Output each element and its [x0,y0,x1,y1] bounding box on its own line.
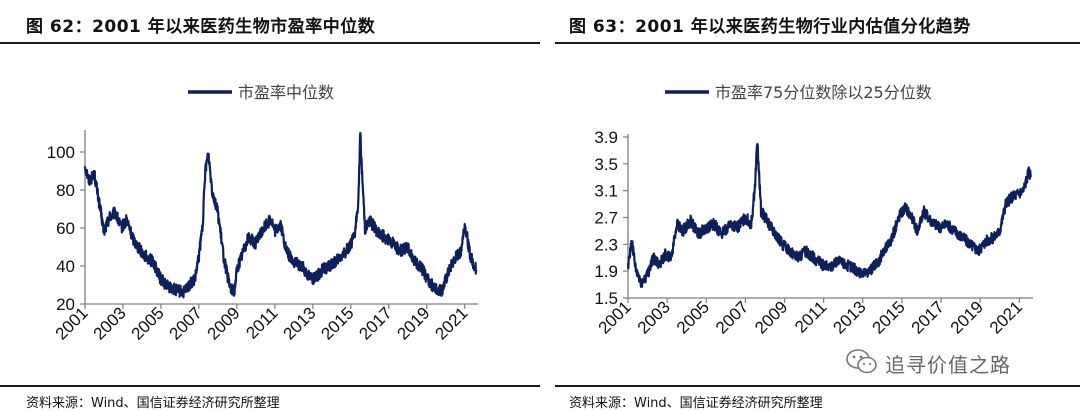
figure-title-bar: 图 62：2001 年以来医药生物市盈率中位数 [0,2,540,44]
chart-panel-right: 图 63：2001 年以来医药生物行业内估值分化趋势 市盈率75分位数除以25分… [555,0,1080,411]
y-tick-label: 80 [56,181,75,200]
x-tick-label: 2021 [431,303,471,343]
x-tick-label: 2007 [166,303,206,343]
x-tick-label: 2013 [279,303,319,343]
y-tick-label: 20 [56,295,75,314]
x-tick-label: 2007 [712,297,752,337]
y-tick-label: 40 [56,257,75,276]
x-tick-label: 2003 [634,297,674,337]
legend: 市盈率中位数 [188,83,334,102]
x-tick-label: 2013 [829,297,869,337]
legend-label: 市盈率中位数 [238,83,334,102]
figure-title: 图 62：2001 年以来医药生物市盈率中位数 [26,17,376,37]
x-tick-label: 2009 [204,303,244,343]
source-note: 资料来源：Wind、国信证券经济研究所整理 [26,396,280,411]
y-tick-label: 100 [47,143,75,162]
source-bar: 资料来源：Wind、国信证券经济研究所整理 [555,385,1080,411]
x-tick-label: 2003 [90,303,130,343]
figure-title-bar: 图 63：2001 年以来医药生物行业内估值分化趋势 [555,2,1080,44]
y-tick-label: 60 [56,219,75,238]
legend: 市盈率75分位数除以25分位数 [665,83,932,102]
pe-median-chart: 市盈率中位数2040608010020012003200520072009201… [47,83,478,344]
x-tick-label: 2005 [128,303,168,343]
x-tick-label: 2011 [791,297,830,336]
x-tick-label: 2017 [908,297,948,337]
watermark-text: 追寻价值之路 [885,353,1011,377]
x-tick-label: 2015 [869,297,909,337]
valuation-dispersion-chart: 市盈率75分位数除以25分位数1.51.92.32.73.13.53.92001… [594,83,1033,338]
y-tick-label: 2.7 [594,209,618,228]
chart-panel-left: 图 62：2001 年以来医药生物市盈率中位数 市盈率中位数 20 40 60 80 10… [0,2,540,411]
y-tick-label: 2.3 [594,235,618,254]
x-tick-label: 2017 [355,303,395,343]
x-tick-label: 2021 [986,297,1026,337]
y-tick-label: 3.1 [594,182,618,201]
x-tick-label: 2015 [317,303,357,343]
figure-title: 图 63：2001 年以来医药生物行业内估值分化趋势 [569,17,971,37]
wechat-icon [846,349,877,374]
x-tick-label: 2019 [393,303,433,343]
y-tick-label: 1.9 [594,262,618,281]
y-tick-label: 3.9 [594,128,618,147]
y-tick-label: 1.5 [594,289,618,308]
x-tick-label: 2009 [751,297,791,337]
source-note: 资料来源：Wind、国信证券经济研究所整理 [569,396,823,411]
legend-label: 市盈率75分位数除以25分位数 [715,83,932,102]
series-line [83,131,478,299]
x-tick-label: 2011 [242,303,281,342]
y-tick-label: 3.5 [594,155,618,174]
x-tick-label: 2005 [673,297,713,337]
wechat-watermark: 追寻价值之路 [845,347,1045,377]
series-line [626,142,1032,288]
source-bar: 资料来源：Wind、国信证券经济研究所整理 [0,385,540,411]
x-tick-label: 2019 [947,297,987,337]
